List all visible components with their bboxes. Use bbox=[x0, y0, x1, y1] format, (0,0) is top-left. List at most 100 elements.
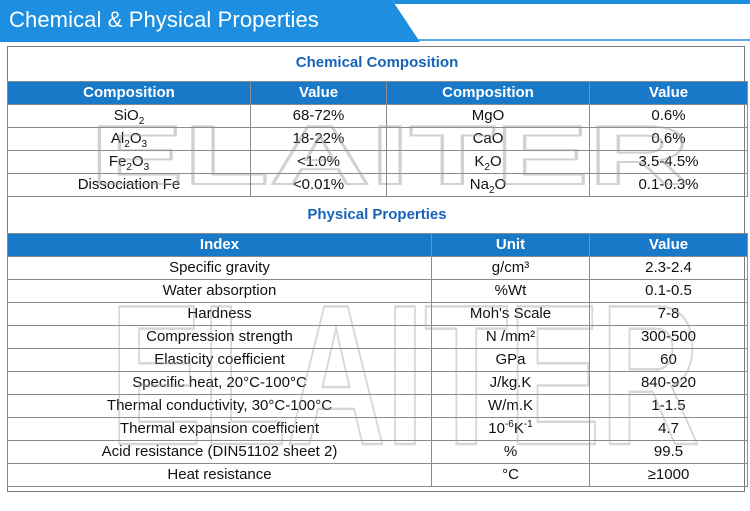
value-cell: 7-8 bbox=[589, 302, 748, 326]
index-cell: Heat resistance bbox=[7, 463, 432, 487]
value-text: 840-920 bbox=[640, 374, 697, 391]
physical-row: Hardness Moh's Scale 7-8 bbox=[7, 302, 748, 326]
index-cell: Hardness bbox=[7, 302, 432, 326]
physical-row: Specific heat, 20°C-100°C J/kg.K 840-920 bbox=[7, 371, 748, 395]
value-text: ≥1000 bbox=[647, 466, 690, 483]
value-cell: ≥1000 bbox=[589, 463, 748, 487]
chemical-table: Composition Value Composition Value SiO2… bbox=[7, 81, 748, 197]
value-cell: 0.6% bbox=[589, 104, 748, 128]
formula-text: Al2O3 bbox=[110, 130, 148, 150]
col-header: Index bbox=[7, 233, 432, 257]
physical-header-row: Index Unit Value bbox=[7, 233, 748, 257]
unit-cell: °C bbox=[431, 463, 590, 487]
value-cell: 18-22% bbox=[250, 127, 387, 151]
value-cell: 1-1.5 bbox=[589, 394, 748, 418]
value-text: 7-8 bbox=[657, 305, 680, 322]
value-cell: 840-920 bbox=[589, 371, 748, 395]
chemical-header-row: Composition Value Composition Value bbox=[7, 81, 748, 105]
index-text: Heat resistance bbox=[167, 466, 272, 483]
index-cell: Acid resistance (DIN51102 sheet 2) bbox=[7, 440, 432, 464]
index-text: Hardness bbox=[187, 305, 252, 322]
composition-cell: K2O bbox=[386, 150, 590, 174]
value-text: 0.1-0.5 bbox=[645, 282, 692, 299]
physical-row: Elasticity coefficient GPa 60 bbox=[7, 348, 748, 372]
formula-text: 3.5-4.5% bbox=[638, 153, 699, 170]
physical-section-title: Physical Properties bbox=[307, 206, 447, 223]
unit-cell: % bbox=[431, 440, 590, 464]
formula-text: 18-22% bbox=[292, 130, 345, 147]
unit-text: N /mm² bbox=[485, 328, 536, 345]
value-cell: 4.7 bbox=[589, 417, 748, 441]
formula-text: 0.6% bbox=[651, 130, 686, 147]
value-text: 300-500 bbox=[640, 328, 697, 345]
value-text: 99.5 bbox=[653, 443, 684, 460]
unit-text: GPa bbox=[495, 351, 526, 368]
index-text: Elasticity coefficient bbox=[154, 351, 285, 368]
col-header: Value bbox=[250, 81, 387, 105]
unit-cell: GPa bbox=[431, 348, 590, 372]
index-text: Thermal expansion coefficient bbox=[120, 420, 319, 437]
index-cell: Thermal conductivity, 30°C-100°C bbox=[7, 394, 432, 418]
unit-cell: %Wt bbox=[431, 279, 590, 303]
header-banner: Chemical & Physical Properties bbox=[0, 0, 750, 44]
banner-shape bbox=[0, 0, 750, 42]
composition-cell: Na2O bbox=[386, 173, 590, 197]
index-text: Acid resistance (DIN51102 sheet 2) bbox=[101, 443, 338, 460]
value-text: 4.7 bbox=[658, 420, 679, 437]
physical-row: Thermal expansion coefficient 10-6K-1 4.7 bbox=[7, 417, 748, 441]
value-text: 60 bbox=[660, 351, 677, 368]
formula-text: 0.6% bbox=[651, 107, 686, 124]
unit-cell: 10-6K-1 bbox=[431, 417, 590, 441]
unit-text: °C bbox=[502, 466, 519, 483]
physical-table: Index Unit Value Specific gravity g/cm³ 2.… bbox=[7, 233, 748, 487]
index-cell: Water absorption bbox=[7, 279, 432, 303]
formula-text: Dissociation Fe bbox=[77, 176, 181, 193]
value-cell: <1.0% bbox=[250, 150, 387, 174]
formula-text: SiO2 bbox=[113, 107, 145, 127]
chemical-row: SiO2 68-72% MgO 0.6% bbox=[7, 104, 748, 128]
col-header: Value bbox=[589, 81, 748, 105]
value-cell: 0.1-0.3% bbox=[589, 173, 748, 197]
index-text: Specific heat, 20°C-100°C bbox=[132, 374, 307, 391]
formula-text: <1.0% bbox=[297, 153, 340, 170]
composition-cell: Fe2O3 bbox=[7, 150, 251, 174]
composition-cell: SiO2 bbox=[7, 104, 251, 128]
index-cell: Specific gravity bbox=[7, 256, 432, 280]
value-cell: 3.5-4.5% bbox=[589, 150, 748, 174]
physical-row: Heat resistance °C ≥1000 bbox=[7, 463, 748, 487]
chemical-row: Fe2O3 <1.0% K2O 3.5-4.5% bbox=[7, 150, 748, 174]
col-header: Composition bbox=[7, 81, 251, 105]
col-header: Composition bbox=[386, 81, 590, 105]
page-title: Chemical & Physical Properties bbox=[9, 7, 319, 32]
chemical-section-title: Chemical Composition bbox=[295, 54, 459, 71]
value-cell: 2.3-2.4 bbox=[589, 256, 748, 280]
formula-text: K2O bbox=[474, 153, 502, 173]
value-cell: 0.1-0.5 bbox=[589, 279, 748, 303]
physical-row: Acid resistance (DIN51102 sheet 2)% 99.5 bbox=[7, 440, 748, 464]
unit-text: W/m.K bbox=[488, 397, 533, 414]
unit-text: %Wt bbox=[494, 282, 527, 299]
physical-row: Specific gravity g/cm³ 2.3-2.4 bbox=[7, 256, 748, 280]
chemical-row: Dissociation Fe <0.01% Na2O 0.1-0.3% bbox=[7, 173, 748, 197]
index-cell: Elasticity coefficient bbox=[7, 348, 432, 372]
physical-row: Compression strength N /mm² 300-500 bbox=[7, 325, 748, 349]
index-text: Compression strength bbox=[146, 328, 293, 345]
index-cell: Specific heat, 20°C-100°C bbox=[7, 371, 432, 395]
index-text: Thermal conductivity, 30°C-100°C bbox=[106, 397, 333, 414]
physical-row: Thermal conductivity, 30°C-100°C W/m.K 1-1… bbox=[7, 394, 748, 418]
unit-text: % bbox=[503, 443, 518, 460]
properties-panel: Chemical Composition Composition Value C… bbox=[7, 46, 748, 492]
chemical-row: Al2O3 18-22% CaO 0.6% bbox=[7, 127, 748, 151]
value-cell: 99.5 bbox=[589, 440, 748, 464]
unit-cell: J/kg.K bbox=[431, 371, 590, 395]
value-text: 1-1.5 bbox=[651, 397, 686, 414]
value-cell: 68-72% bbox=[250, 104, 387, 128]
col-header: Value bbox=[589, 233, 748, 257]
unit-cell: g/cm³ bbox=[431, 256, 590, 280]
index-cell: Compression strength bbox=[7, 325, 432, 349]
unit-text: 10-6K-1 bbox=[488, 419, 533, 438]
composition-cell: CaO bbox=[386, 127, 590, 151]
value-cell: 60 bbox=[589, 348, 748, 372]
value-text: 2.3-2.4 bbox=[645, 259, 692, 276]
unit-text: Moh's Scale bbox=[469, 305, 552, 322]
